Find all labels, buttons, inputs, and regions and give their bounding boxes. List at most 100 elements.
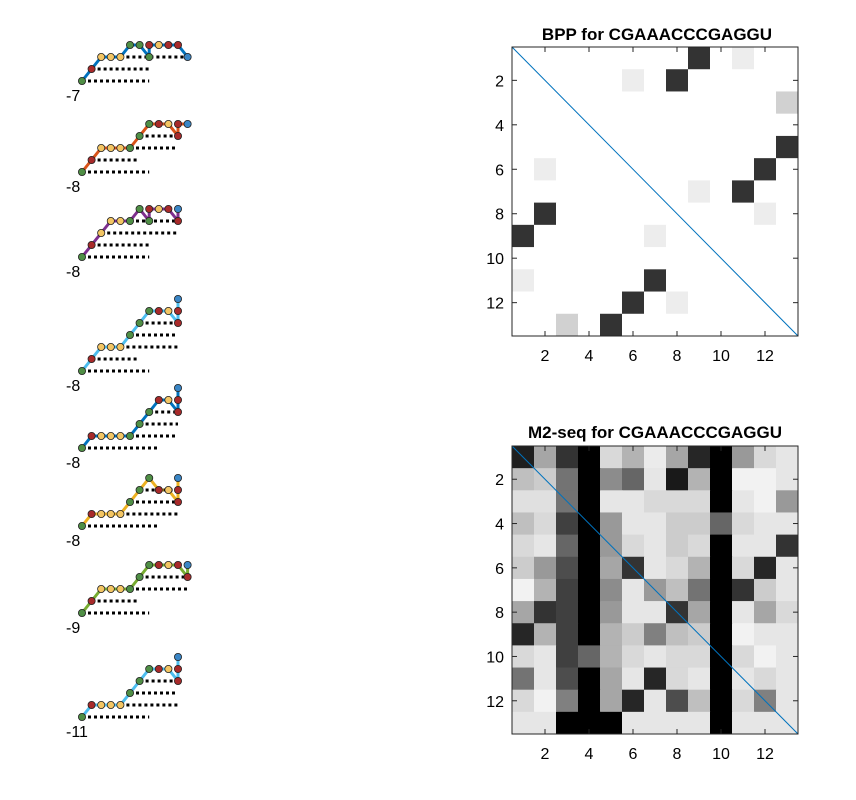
- m2seq-cell: [600, 645, 623, 669]
- m2seq-ytick-label: 2: [495, 472, 504, 489]
- bpp-cell: [622, 113, 645, 137]
- bpp-cell: [622, 180, 645, 204]
- m2seq-cell: [556, 601, 579, 624]
- nucleotide-node: [135, 573, 144, 582]
- bpp-cell: [776, 269, 799, 293]
- nucleotide-node: [173, 120, 182, 129]
- bpp-cell: [600, 224, 623, 248]
- bpp-cell: [644, 202, 667, 226]
- bpp-xtick-label: 2: [541, 348, 550, 365]
- bpp-cell: [666, 69, 689, 92]
- m2seq-cell: [754, 490, 777, 513]
- bpp-ytick-label: 6: [495, 162, 504, 179]
- m2seq-cell: [512, 689, 535, 713]
- nucleotide-node: [78, 609, 87, 618]
- m2seq-cell: [578, 601, 601, 624]
- m2seq-cell: [556, 534, 579, 558]
- bpp-cell: [666, 113, 689, 137]
- m2seq-cell: [512, 578, 535, 602]
- bpp-cell: [710, 69, 733, 92]
- m2seq-cell: [622, 446, 645, 469]
- m2seq-cell: [710, 667, 733, 691]
- nucleotide-node: [154, 561, 163, 570]
- bpp-cell: [776, 224, 799, 248]
- bpp-cell: [622, 269, 645, 293]
- m2seq-cell: [556, 578, 579, 602]
- m2seq-cell: [688, 490, 711, 513]
- m2seq-cell: [644, 711, 667, 735]
- m2seq-cell: [666, 556, 689, 580]
- m2seq-cell: [732, 645, 755, 669]
- m2seq-cell: [710, 601, 733, 624]
- m2seq-cell: [732, 556, 755, 580]
- m2seq-cell: [534, 534, 557, 558]
- nucleotide-node: [173, 473, 182, 482]
- nucleotide-node: [145, 561, 154, 570]
- bpp-cell: [512, 202, 535, 226]
- m2seq-cell: [666, 534, 689, 558]
- m2seq-cell: [556, 623, 579, 646]
- bpp-cell: [710, 158, 733, 181]
- m2seq-cell: [534, 556, 557, 580]
- structure-3: -8: [66, 204, 182, 281]
- nucleotide-node: [116, 585, 125, 594]
- bpp-cell: [600, 247, 623, 270]
- m2seq-cell: [666, 512, 689, 536]
- bpp-cell: [578, 135, 601, 159]
- m2seq-cell: [732, 446, 755, 469]
- m2seq-xtick-label: 8: [673, 746, 682, 763]
- nucleotide-node: [78, 713, 87, 722]
- m2seq-cell: [688, 578, 711, 602]
- energy-label: -8: [66, 179, 80, 196]
- bpp-cell: [688, 269, 711, 293]
- nucleotide-node: [87, 431, 96, 440]
- m2seq-cell: [578, 446, 601, 469]
- nucleotide-node: [173, 561, 182, 570]
- bpp-cell: [710, 135, 733, 159]
- nucleotide-node: [164, 204, 173, 213]
- bpp-cell: [754, 224, 777, 248]
- bpp-cell: [666, 91, 689, 115]
- m2seq-cell: [754, 534, 777, 558]
- bpp-cell: [578, 202, 601, 226]
- m2seq-cell: [710, 490, 733, 513]
- nucleotide-node: [154, 665, 163, 674]
- nucleotide-node: [135, 318, 144, 327]
- energy-label: -8: [66, 264, 80, 281]
- m2seq-cell: [754, 578, 777, 602]
- bpp-cell: [754, 69, 777, 92]
- bpp-cell: [578, 158, 601, 181]
- m2seq-cell: [688, 446, 711, 469]
- nucleotide-node: [164, 561, 173, 570]
- nucleotide-node: [116, 216, 125, 225]
- m2seq-cell: [600, 711, 623, 735]
- m2seq-cell: [622, 623, 645, 646]
- bpp-cell: [732, 113, 755, 137]
- m2seq-cell: [556, 645, 579, 669]
- bpp-cell: [534, 269, 557, 293]
- bpp-cell: [600, 269, 623, 293]
- bpp-cell: [556, 269, 579, 293]
- m2seq-cell: [710, 689, 733, 713]
- m2seq-cell: [754, 468, 777, 491]
- m2seq-cell: [512, 468, 535, 491]
- bpp-cell: [578, 247, 601, 270]
- bpp-cell: [666, 135, 689, 159]
- nucleotide-node: [126, 143, 135, 152]
- m2seq-cell: [578, 468, 601, 491]
- bpp-cell: [512, 269, 535, 293]
- m2seq-cell: [600, 490, 623, 513]
- m2seq-cell: [512, 534, 535, 558]
- nucleotide-node: [173, 653, 182, 662]
- m2seq-cell: [710, 578, 733, 602]
- bpp-cell: [754, 113, 777, 137]
- m2seq-xtick-label: 12: [756, 746, 774, 763]
- m2seq-cell: [754, 601, 777, 624]
- nucleotide-node: [87, 65, 96, 74]
- nucleotide-node: [97, 585, 106, 594]
- m2seq-cell: [534, 645, 557, 669]
- m2seq-cell: [512, 556, 535, 580]
- nucleotide-node: [97, 431, 106, 440]
- nucleotide-node: [145, 204, 154, 213]
- bpp-cell: [710, 291, 733, 315]
